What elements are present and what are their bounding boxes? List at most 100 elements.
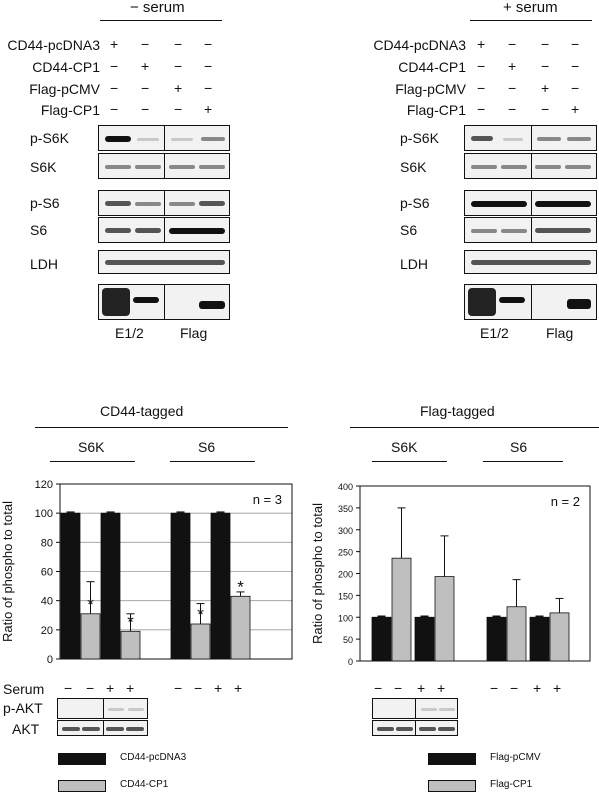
blot-strip-p-s6: [464, 190, 597, 216]
group-underline: [170, 461, 255, 462]
blot-strip-s6k: [464, 153, 597, 179]
significance-mark: *: [87, 595, 94, 614]
sign: −: [204, 58, 213, 74]
sign: −: [174, 36, 183, 52]
blot-strip-p-akt: [57, 698, 148, 719]
blot-strip-s6: [98, 217, 230, 243]
plot-frame: [359, 485, 591, 662]
sign: −: [508, 80, 517, 96]
serum-sign: −: [86, 680, 95, 696]
group-underline: [50, 461, 135, 462]
y-tick-label: 150: [338, 591, 353, 601]
sign: −: [110, 80, 119, 96]
blot-strip-p-s6k: [98, 125, 230, 151]
blot-strip-akt: [57, 720, 148, 736]
bottom-label: E1/2: [115, 325, 144, 341]
group-label: S6: [510, 439, 528, 455]
row-label: Flag-CP1: [40, 102, 100, 118]
sign: +: [508, 58, 517, 74]
chart-title: CD44-tagged: [100, 403, 184, 419]
group-label: S6K: [78, 439, 105, 455]
bar: [120, 630, 141, 660]
sign: −: [174, 101, 183, 117]
bar: [80, 613, 101, 660]
y-tick-label: 60: [41, 567, 53, 579]
sign: +: [541, 80, 550, 96]
y-tick-label: 300: [338, 526, 353, 536]
sign: +: [110, 36, 119, 52]
sign: −: [541, 101, 550, 117]
bar: [414, 616, 435, 662]
y-tick-label: 100: [338, 613, 353, 623]
serum-condition-label: − serum: [130, 0, 185, 16]
bar: [190, 623, 211, 660]
y-tick-label: 350: [338, 504, 353, 514]
n-label: n = 2: [551, 494, 580, 509]
group-underline: [372, 461, 447, 462]
sign: −: [141, 80, 150, 96]
row-label: Flag-CP1: [406, 102, 466, 118]
y-axis-label: Ratio of phospho to total: [0, 501, 15, 642]
y-tick-label: 0: [348, 657, 353, 667]
serum-sign: −: [64, 680, 73, 696]
marker-label: p-S6: [30, 195, 60, 211]
blot-strip-ldh: [464, 250, 597, 274]
serum-sign: +: [126, 680, 135, 696]
legend-swatch: [428, 780, 476, 792]
sign: −: [204, 80, 213, 96]
y-tick-label: 40: [41, 596, 53, 608]
legend-swatch: [428, 753, 476, 765]
chart-title: Flag-tagged: [420, 403, 495, 419]
sign: +: [477, 36, 486, 52]
sign: −: [174, 58, 183, 74]
sign: −: [477, 101, 486, 117]
legend-swatch: [58, 780, 106, 792]
blot-strip-p-s6: [98, 190, 230, 216]
marker-label: S6K: [30, 159, 57, 175]
legend-swatch: [58, 753, 106, 765]
y-tick-label: 50: [343, 635, 353, 645]
bar: [486, 616, 507, 662]
sign: +: [141, 58, 150, 74]
serum-sign: +: [437, 680, 446, 696]
row-label: Flag-pCMV: [395, 81, 466, 97]
bar: [391, 557, 412, 662]
sign: +: [204, 101, 213, 117]
row-label: CD44-CP1: [398, 59, 466, 75]
sign: −: [571, 36, 580, 52]
serum-label: Serum: [3, 681, 45, 697]
y-tick-label: 200: [338, 570, 353, 580]
row-label: CD44-pcDNA3: [7, 37, 100, 53]
sign: −: [141, 36, 150, 52]
legend-label: CD44-CP1: [120, 779, 169, 790]
significance-mark: *: [237, 577, 244, 596]
sign: −: [110, 58, 119, 74]
serum-sign: +: [417, 680, 426, 696]
blot-strip-ldh: [98, 250, 230, 274]
serum-sign: −: [194, 680, 203, 696]
group-label: S6K: [391, 439, 418, 455]
blot-strip-p-s6k: [464, 125, 597, 151]
serum-sign: +: [214, 680, 223, 696]
significance-mark: *: [127, 612, 134, 631]
blot-strip-e1-2-flag: [98, 284, 230, 320]
sign: −: [141, 101, 150, 117]
serum-sign: +: [553, 680, 562, 696]
blot-strip-s6: [464, 217, 597, 243]
y-tick-label: 120: [35, 479, 53, 491]
y-tick-label: 100: [35, 508, 53, 520]
bar: [210, 512, 231, 660]
serum-sign: +: [106, 680, 115, 696]
blot-strip-e1-2-flag: [464, 284, 597, 320]
marker-label: p-S6: [400, 195, 430, 211]
bottom-label: Flag: [180, 325, 208, 341]
serum-sign: −: [510, 680, 519, 696]
serum-sign: +: [533, 680, 542, 696]
marker-label: S6: [400, 222, 418, 238]
bar: [371, 616, 392, 662]
y-tick-label: 0: [47, 654, 53, 666]
row-label: CD44-pcDNA3: [373, 37, 466, 53]
sign: −: [477, 58, 486, 74]
marker-label: S6K: [400, 159, 427, 175]
serum-condition-label: + serum: [503, 0, 558, 16]
